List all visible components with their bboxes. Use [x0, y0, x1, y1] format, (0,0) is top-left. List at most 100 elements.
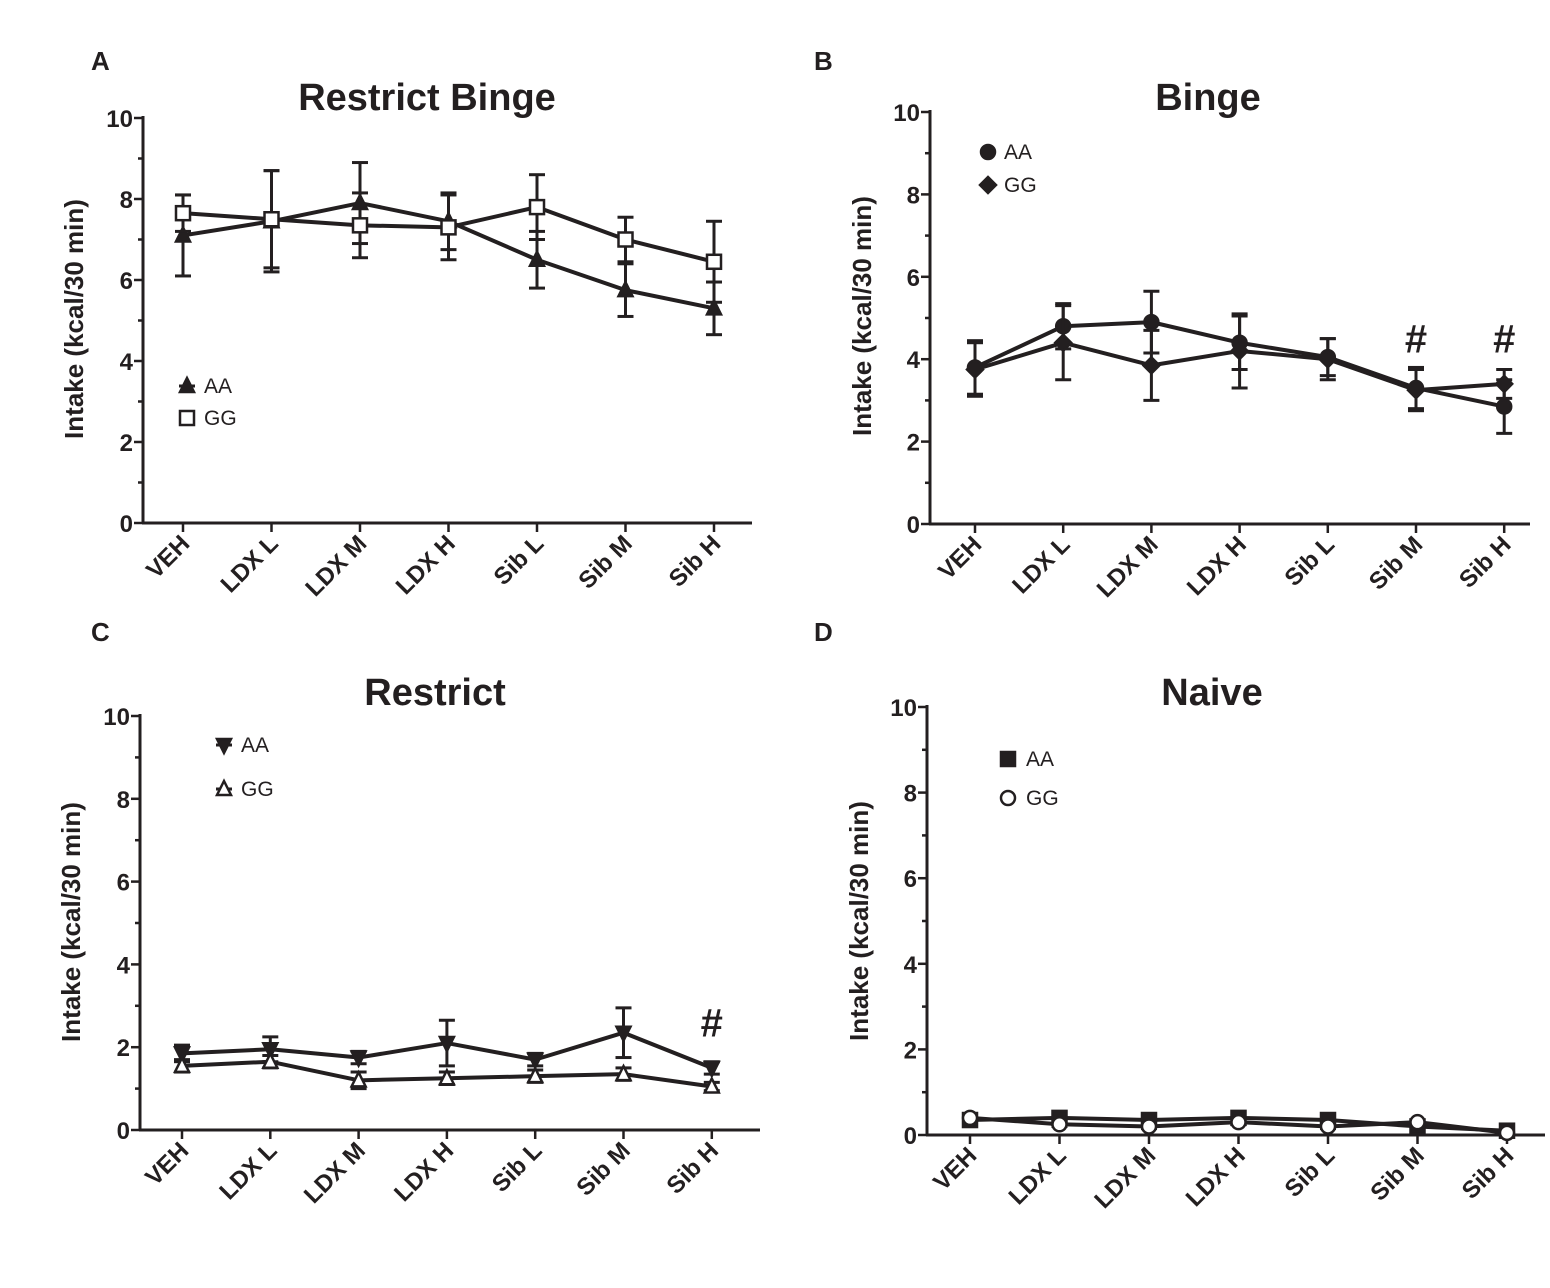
x-tick-label: LDX L [216, 530, 284, 598]
legend-marker-gg [978, 175, 998, 195]
legend-label-gg: GG [1004, 174, 1037, 197]
legend: AA GG [214, 734, 274, 801]
legend-item-aa: AA [214, 734, 269, 757]
legend-marker-aa [177, 375, 197, 394]
data-point-aa [614, 1025, 633, 1044]
data-point-aa [173, 224, 193, 243]
legend: AA GG [978, 141, 1037, 197]
panel-d: D Naive Intake (kcal/30 min) AA GG 0 2 4 6 8… [814, 617, 1545, 1214]
x-tick-label: Sib H [662, 1137, 724, 1199]
legend-symbol-aa [214, 737, 234, 756]
data-point-aa [261, 1042, 280, 1061]
legend-label-aa: AA [1004, 141, 1032, 164]
y-tick-label: 2 [904, 1037, 917, 1064]
data-point-gg [1140, 1118, 1158, 1135]
y-tick-label: 0 [907, 512, 920, 539]
x-tick-label: Sib L [1280, 1142, 1341, 1203]
legend-marker-aa [214, 737, 234, 756]
data-point-aa [616, 279, 635, 298]
data-point-gg [705, 253, 723, 271]
data-point-gg [1498, 1124, 1516, 1142]
legend: AA GG [177, 375, 237, 430]
x-tick-label: VEH [141, 530, 195, 584]
data-point-gg [261, 1050, 280, 1069]
legend-item-aa: AA [979, 141, 1032, 164]
x-tick-label: VEH [933, 531, 987, 585]
y-tick-label: 10 [893, 100, 920, 127]
data-point-aa [526, 1052, 545, 1071]
data-point-gg [172, 1055, 192, 1074]
y-tick-label: 2 [907, 430, 920, 457]
data-point-gg [1053, 332, 1073, 353]
y-tick-label: 8 [907, 182, 920, 209]
x-tick-label: VEH [928, 1142, 982, 1196]
legend-label-aa: AA [1026, 748, 1054, 771]
panel-a: A Restrict Binge Intake (kcal/30 min) AA… [59, 46, 752, 602]
y-tick-label: 8 [117, 787, 130, 814]
x-tick-label: LDX M [1089, 1142, 1161, 1214]
plot-area: 0 2 4 6 8 10 VEH LDX L LDX M LDX H Sib L Sib M Sib H… [103, 704, 760, 1209]
legend-symbol-gg [178, 409, 196, 427]
legend-label-gg: GG [241, 778, 274, 801]
x-tick-label: Sib M [1364, 531, 1428, 595]
data-point-gg [1409, 1113, 1426, 1131]
x-tick-label: LDX M [1092, 531, 1164, 603]
y-tick-label: 6 [904, 866, 917, 893]
y-tick-label: 6 [907, 265, 920, 292]
data-point-aa [527, 248, 547, 267]
x-tick-label: Sib H [1457, 1142, 1519, 1204]
plot-area: 0 2 4 6 8 10 VEH LDX L LDX M LDX H Sib L Sib M Sib H [106, 106, 752, 602]
data-point-aa [172, 1046, 192, 1065]
y-axis-label: Intake (kcal/30 min) [844, 801, 874, 1041]
y-tick-label: 2 [117, 1035, 130, 1062]
x-tick-label: LDX H [389, 1137, 459, 1207]
x-tick-label: Sib L [1279, 531, 1340, 592]
chart-title: Restrict [364, 672, 506, 714]
y-tick-label: 8 [904, 781, 917, 808]
y-tick-label: 8 [120, 187, 133, 214]
x-tick-label: LDX L [214, 1137, 282, 1205]
x-tick-label: Sib M [1365, 1142, 1429, 1206]
y-tick-label: 10 [106, 106, 133, 133]
data-point-gg [1051, 1116, 1068, 1133]
legend-marker-gg [214, 778, 234, 797]
panel-b: B Binge Intake (kcal/30 min) AA GG 0 2 4 6 8… [814, 46, 1530, 603]
legend-symbol-gg [978, 175, 998, 195]
y-tick-label: 10 [103, 704, 130, 731]
legend-symbol-gg [214, 778, 234, 797]
plot-area: 0 2 4 6 8 10 VEH LDX L LDX M LDX H Sib L Sib M Sib H [890, 695, 1545, 1214]
data-point-gg [349, 1069, 368, 1088]
panel-letter: B [814, 46, 833, 76]
legend-symbol-aa [999, 750, 1017, 768]
data-point-gg [1319, 1118, 1337, 1135]
y-axis-label: Intake (kcal/30 min) [59, 199, 89, 439]
x-tick-label: Sib M [573, 530, 637, 594]
y-tick-label: 4 [117, 952, 131, 979]
plot-area: 0 2 4 6 8 10 VEH LDX L LDX M LDX H Sib L Sib M Sib H… [893, 100, 1530, 603]
data-point-aa [702, 1060, 721, 1079]
y-axis-label: Intake (kcal/30 min) [847, 196, 877, 436]
x-tick-label: LDX H [391, 530, 461, 600]
legend-symbol-aa [979, 143, 997, 161]
data-point-gg [437, 1067, 456, 1086]
panel-letter: C [91, 617, 110, 647]
data-point-gg [702, 1075, 721, 1094]
data-point-aa [1143, 313, 1160, 331]
data-point-gg [614, 1063, 633, 1082]
data-point-gg [440, 219, 457, 236]
data-point-aa [704, 297, 724, 316]
x-tick-label: Sib M [571, 1137, 635, 1201]
significance-marker: # [1493, 318, 1515, 362]
significance-marker: # [701, 1001, 723, 1045]
data-point-gg [1318, 349, 1338, 369]
data-point-aa [437, 1035, 456, 1054]
chart-title: Restrict Binge [298, 77, 556, 119]
panel-c: C Restrict Intake (kcal/30 min) AA GG 0 2… [56, 617, 760, 1209]
legend-marker-gg [178, 409, 196, 427]
data-point-gg [263, 211, 280, 228]
data-point-gg [965, 359, 985, 380]
data-point-aa [349, 1050, 368, 1069]
y-tick-label: 4 [904, 952, 918, 979]
x-tick-label: LDX H [1181, 1142, 1251, 1212]
